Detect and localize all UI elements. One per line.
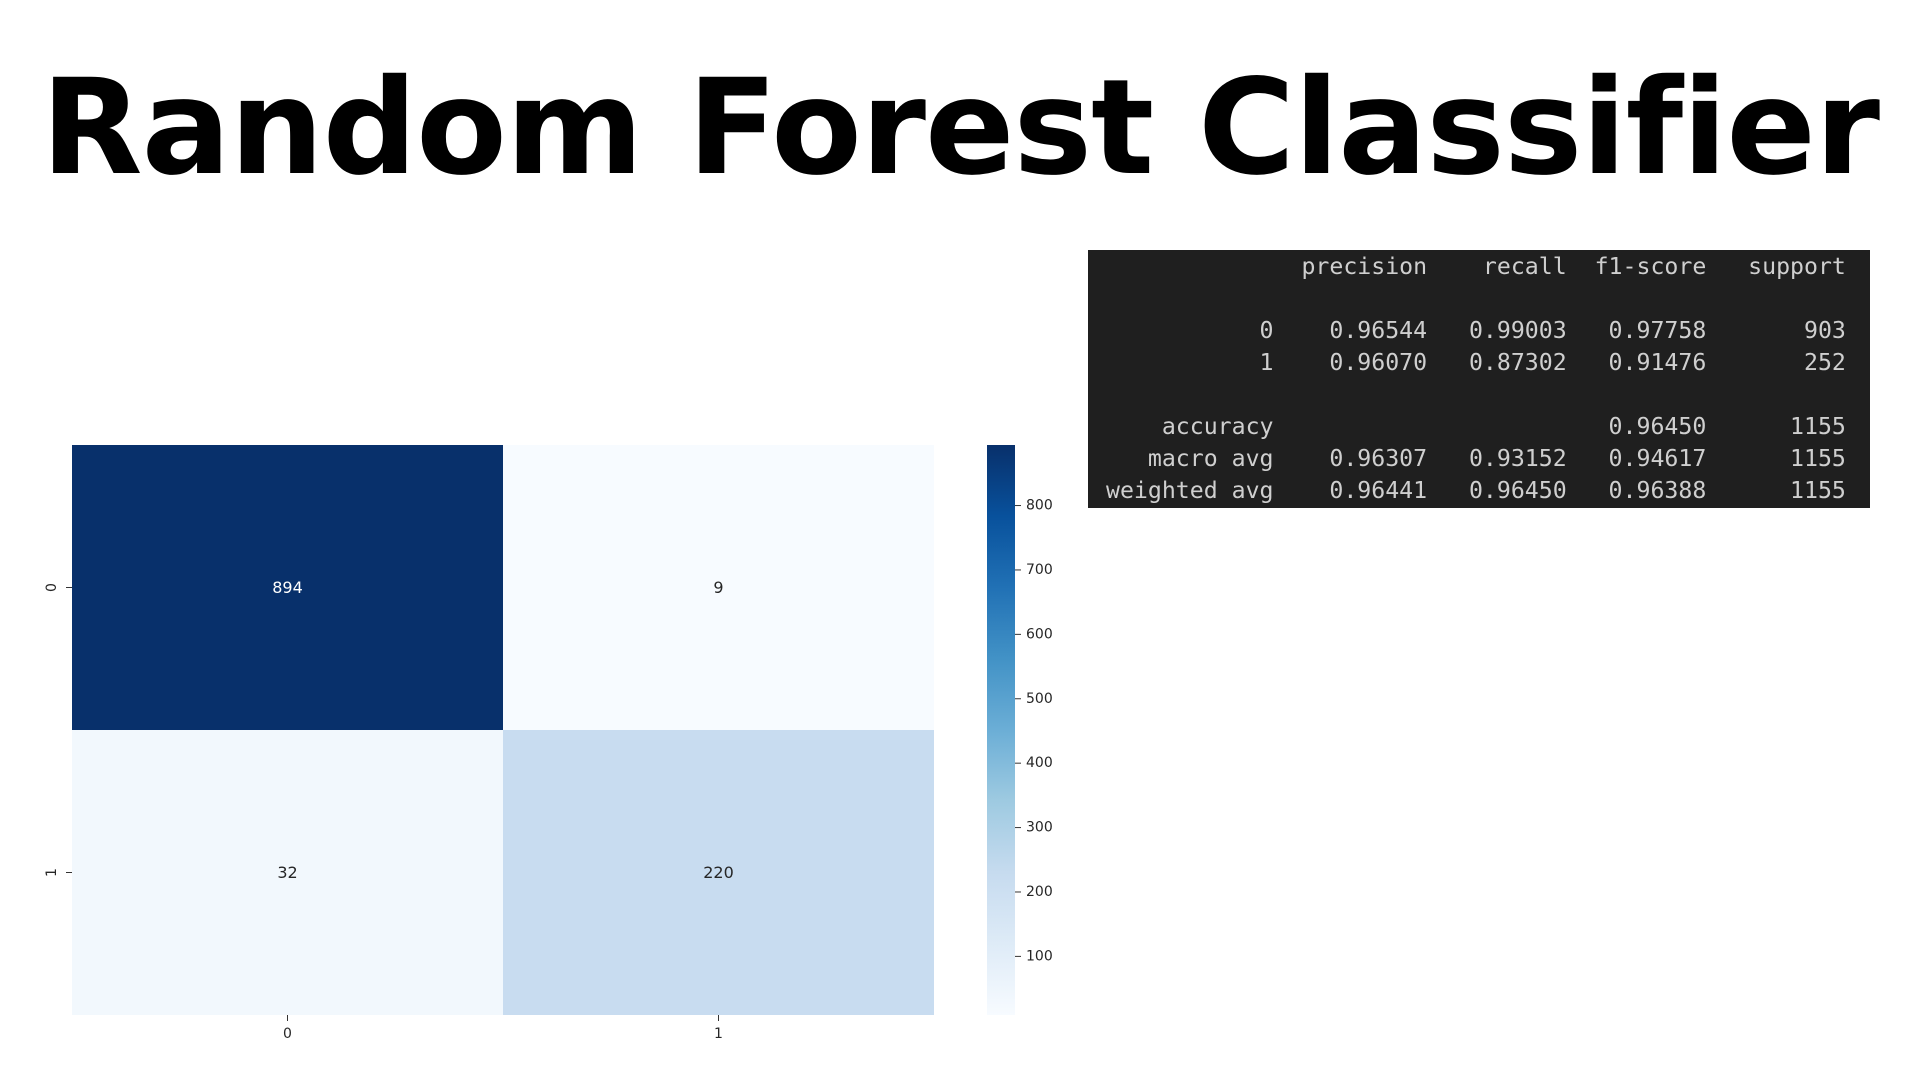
heatmap-cell-1-0 — [72, 730, 503, 1015]
heatmap-cell-value: 32 — [277, 863, 297, 882]
y-tick-label: 0 — [44, 583, 60, 592]
colorbar-tick-label: 100 — [1026, 948, 1053, 964]
classification-report-table: precision recall f1-score support 0 0.96… — [1106, 253, 1846, 504]
x-tick-label: 0 — [283, 1026, 292, 1042]
colorbar-ticks: 100 200 300 400 500 600 700 800 — [1015, 498, 1053, 964]
y-tick-label: 1 — [44, 868, 60, 877]
heatmap-cell-labels: 894 9 32 220 — [272, 578, 734, 882]
colorbar-tick-label: 500 — [1026, 691, 1053, 707]
classification-report-panel: precision recall f1-score support 0 0.96… — [1088, 250, 1870, 508]
heatmap-cell-1-1 — [503, 730, 934, 1015]
heatmap-cell-0-1 — [503, 445, 934, 730]
heatmap-cell-0-0 — [72, 445, 503, 730]
colorbar-tick-label: 400 — [1026, 755, 1053, 771]
x-tick-label: 1 — [714, 1026, 723, 1042]
colorbar-tick-label: 200 — [1026, 884, 1053, 900]
colorbar-tick-label: 800 — [1026, 498, 1053, 514]
heatmap-axes: 0 1 0 1 — [44, 583, 723, 1042]
heatmap-cells — [72, 445, 934, 1015]
heatmap-cell-value: 220 — [703, 863, 734, 882]
colorbar-tick-label: 700 — [1026, 562, 1053, 578]
colorbar — [987, 445, 1015, 1015]
colorbar-tick-label: 600 — [1026, 626, 1053, 642]
heatmap-cell-value: 894 — [272, 578, 303, 597]
slide-title: Random Forest Classifier — [41, 51, 1880, 205]
colorbar-tick-label: 300 — [1026, 820, 1053, 836]
heatmap-cell-value: 9 — [713, 578, 723, 597]
